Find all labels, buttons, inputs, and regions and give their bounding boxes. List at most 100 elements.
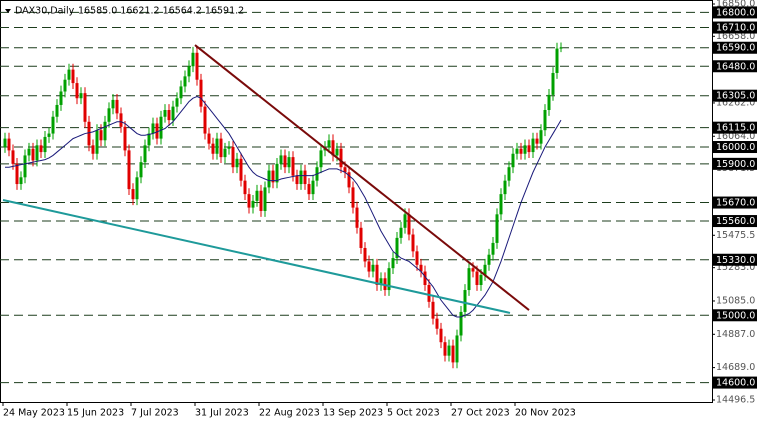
level-box [713, 253, 757, 266]
x-tick-label: 7 Jul 2023 [131, 408, 179, 419]
y-tick-label: 15085.0 [716, 295, 755, 306]
price-axis: 16850.016658.016460.016262.016064.015871… [712, 0, 757, 406]
candle-body [355, 207, 359, 228]
candle-body [43, 136, 47, 153]
level-label: 15900.0 [716, 159, 755, 170]
level-box [713, 215, 757, 228]
candle-body [491, 242, 495, 255]
level-box [713, 121, 757, 134]
candle-body [367, 261, 371, 272]
candle-body [187, 66, 191, 77]
candle-body [495, 214, 499, 243]
candle-body [23, 155, 27, 178]
candle-body [227, 147, 231, 149]
candle-body [283, 155, 287, 168]
candle-body [431, 301, 435, 319]
candle-body [515, 148, 519, 154]
level-label: 16000.0 [716, 142, 755, 153]
candle-body [159, 116, 163, 139]
candle-body [103, 121, 107, 141]
candle-body [391, 258, 395, 269]
level-label: 16305.0 [716, 91, 755, 102]
candle-body [311, 180, 315, 195]
y-tick-label: 14887.0 [716, 329, 755, 340]
candle-body [211, 143, 215, 154]
candle-body [215, 138, 219, 154]
level-box [713, 6, 757, 19]
candle-body [547, 94, 551, 111]
candle-body [199, 79, 203, 107]
candle-body [459, 311, 463, 336]
x-tick-label: 24 May 2023 [3, 408, 65, 419]
candle-body [483, 264, 487, 275]
level-box [713, 157, 757, 170]
candle-body [151, 123, 155, 134]
candle-body [271, 170, 275, 183]
candle-body [207, 133, 211, 144]
candle-body [423, 271, 427, 285]
candle-body [11, 150, 15, 164]
candle-body [91, 145, 95, 154]
level-label: 16800.0 [716, 7, 755, 18]
candle-body [235, 158, 239, 168]
x-tick-label: 13 Sep 2023 [323, 408, 383, 419]
candle-body [239, 158, 243, 181]
candle-body [111, 99, 115, 109]
level-box [713, 41, 757, 54]
candle-body [395, 237, 399, 259]
candle-body [47, 133, 51, 137]
candle-body [115, 99, 119, 114]
candle-body [267, 170, 271, 188]
candle-body [475, 271, 479, 285]
candle-body [263, 187, 267, 211]
candle-body [139, 162, 143, 178]
candle-body [167, 110, 171, 121]
candle-body [219, 138, 223, 158]
candle-body [231, 147, 235, 168]
level-label: 16590.0 [716, 43, 755, 54]
y-tick-label: 15475.5 [716, 230, 755, 241]
candle-body [507, 167, 511, 181]
candle-body [7, 138, 11, 151]
level-box [713, 60, 757, 73]
candle-body [359, 227, 363, 248]
candle-body [319, 150, 323, 168]
candle-body [175, 98, 179, 107]
candle-body [451, 345, 455, 363]
candle-body [131, 189, 135, 200]
candle-body [107, 108, 111, 122]
y-tick-label: 15283.0 [716, 262, 755, 273]
candle-body [447, 345, 451, 356]
plot-frame [0, 0, 713, 403]
candle-body [499, 194, 503, 215]
candle-body [183, 76, 187, 87]
candle-body [339, 148, 343, 168]
y-tick-label: 16850.0 [716, 0, 755, 10]
candle-body [487, 254, 491, 265]
candle-body [163, 110, 167, 117]
candle-body [275, 163, 279, 183]
level-label: 16480.0 [716, 61, 755, 72]
candle-body [247, 194, 251, 208]
y-tick-label: 16262.0 [716, 97, 755, 108]
candle-body [527, 145, 531, 153]
candle-body [3, 138, 7, 148]
level-label: 14600.0 [716, 378, 755, 389]
candle-body [179, 86, 183, 99]
candle-body [335, 148, 339, 156]
x-tick-label: 22 Aug 2023 [259, 408, 320, 419]
level-label: 15000.0 [716, 310, 755, 321]
candle-body [347, 172, 351, 188]
candle-body [143, 145, 147, 163]
chart-title: DAX30,Daily [15, 6, 75, 17]
candle-body [511, 153, 515, 168]
x-tick-label: 15 Jun 2023 [67, 408, 124, 419]
y-tick-label: 14689.0 [716, 362, 755, 373]
candle-body [439, 328, 443, 343]
candle-body [523, 145, 527, 154]
candle-body [27, 148, 31, 156]
ohlc-readout: 16585.0 16621.2 16564.2 16591.2 [78, 6, 244, 17]
level-label: 15670.0 [716, 198, 755, 209]
candle-body [75, 83, 79, 99]
